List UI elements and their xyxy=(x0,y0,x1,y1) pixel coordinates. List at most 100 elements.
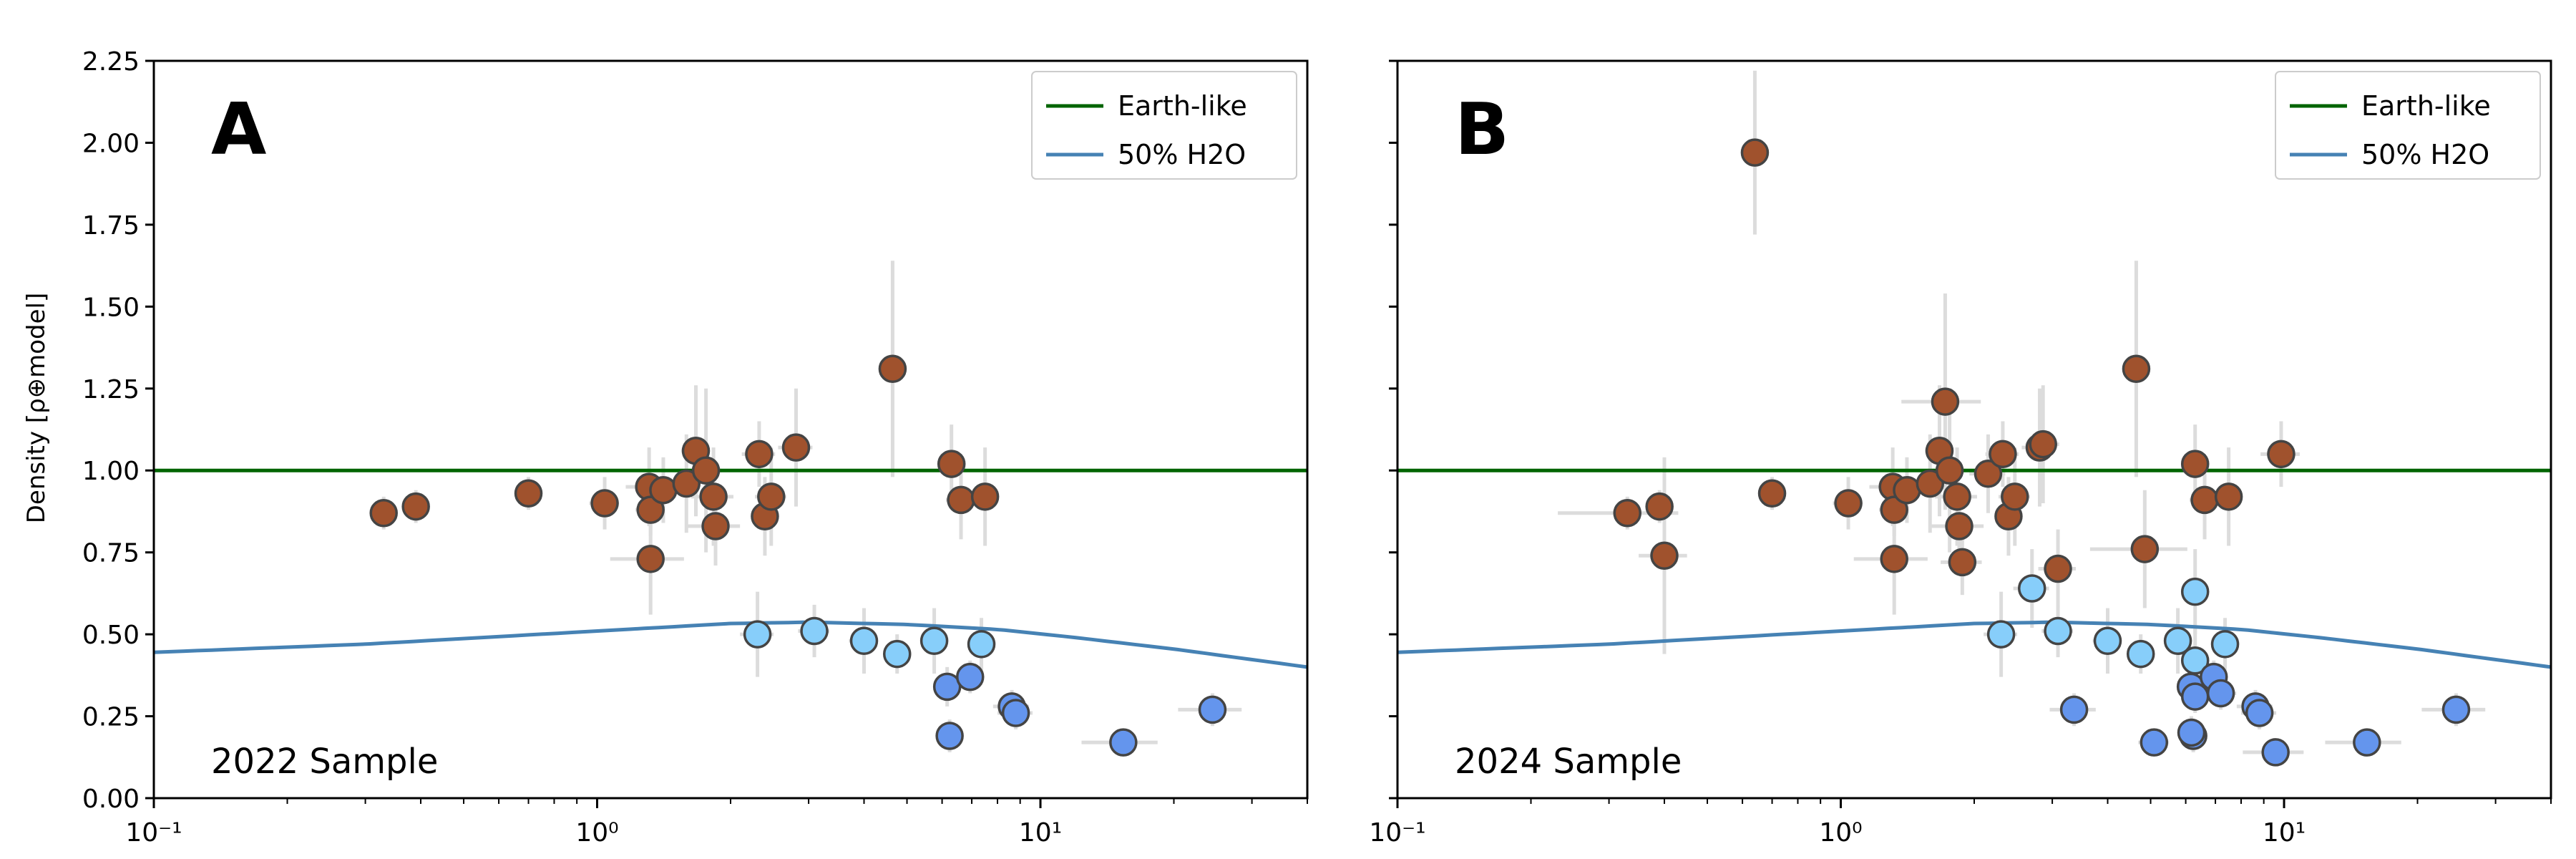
legend-box xyxy=(1031,71,1297,180)
data-point-rocky xyxy=(2130,535,2160,563)
data-point-rocky xyxy=(1757,479,1787,508)
data-point-gas-rich xyxy=(2177,718,2206,747)
data-point-water-rich xyxy=(849,626,879,656)
x-tick-label: 10⁰ xyxy=(1819,818,1862,848)
data-point-water-rich xyxy=(2093,626,2122,656)
x-tick-label: 10⁻¹ xyxy=(125,818,182,848)
data-point-rocky xyxy=(2214,482,2243,511)
data-point-water-rich xyxy=(2126,639,2155,669)
data-point-rocky xyxy=(878,354,907,384)
data-point-gas-rich xyxy=(2059,695,2089,724)
data-point-rocky xyxy=(1645,492,1674,521)
data-point-water-rich xyxy=(2044,616,2072,646)
data-point-rocky xyxy=(1834,489,1863,518)
data-point-water-rich xyxy=(800,616,829,646)
data-point-rocky xyxy=(757,482,786,511)
y-tick-label: 1.75 xyxy=(82,211,140,241)
data-point-rocky xyxy=(1931,387,1960,416)
data-point-gas-rich xyxy=(2441,695,2471,724)
data-point-rocky xyxy=(2029,430,2057,459)
data-point-rocky xyxy=(970,482,1000,511)
legend-label: 50% H2O xyxy=(2361,139,2489,170)
data-point-rocky xyxy=(699,482,728,511)
data-point-water-rich xyxy=(2180,577,2210,606)
data-point-water-rich xyxy=(2163,626,2192,656)
data-point-gas-rich xyxy=(2261,738,2290,767)
water-50-line xyxy=(1397,620,2551,669)
data-point-rocky xyxy=(2190,485,2219,515)
y-tick-label: 1.25 xyxy=(82,375,140,404)
x-tick-label: 10¹ xyxy=(2263,818,2306,848)
data-point-rocky xyxy=(636,495,665,524)
data-point-rocky xyxy=(590,489,619,518)
data-point-rocky xyxy=(1943,482,1971,511)
y-tick-label: 1.00 xyxy=(82,457,140,486)
y-tick-label: 0.25 xyxy=(82,703,140,732)
data-point-rocky xyxy=(2044,554,2072,583)
data-point-gas-rich xyxy=(955,662,985,691)
y-tick-label: 0.00 xyxy=(82,785,140,814)
legend: Earth-like 50% H2O xyxy=(1031,71,1297,180)
data-point-gas-rich xyxy=(2140,728,2169,757)
x-tick-label: 10¹ xyxy=(1019,818,1062,848)
data-point-water-rich xyxy=(967,630,996,659)
legend-label: Earth-like xyxy=(2361,90,2491,122)
data-point-water-rich xyxy=(882,639,912,669)
panel-letter: B xyxy=(1455,87,1509,171)
data-point-rocky xyxy=(1916,469,1945,498)
x-tick-label: 10⁻¹ xyxy=(1369,818,1425,848)
data-point-rocky xyxy=(514,479,543,508)
data-point-water-rich xyxy=(743,620,772,649)
data-point-rocky xyxy=(691,456,721,485)
data-point-rocky xyxy=(1948,548,1977,577)
panel-a: 0.00 0.25 0.50 0.75 1.00 1.25 1.50 1.75 2.00 2.25… xyxy=(82,47,1309,848)
panel-b: 10⁻¹ 10⁰ 10¹ B 2024 Sample Earth-like 50% H2O xyxy=(1369,59,2552,848)
data-point-rocky xyxy=(745,440,774,469)
data-point-rocky xyxy=(1740,138,1770,167)
data-point-rocky xyxy=(1974,460,2003,488)
data-point-rocky xyxy=(947,485,975,515)
plot-area xyxy=(1397,70,2551,767)
data-point-gas-rich xyxy=(1198,695,1227,724)
data-point-rocky xyxy=(369,498,398,528)
data-point-water-rich xyxy=(1986,620,2016,649)
y-tick-label: 2.25 xyxy=(82,47,140,77)
y-tick-label: 2.00 xyxy=(82,129,140,158)
data-point-rocky xyxy=(1650,541,1679,570)
sample-label: 2024 Sample xyxy=(1455,742,1682,782)
data-point-gas-rich xyxy=(2245,699,2274,727)
data-point-water-rich xyxy=(2017,574,2046,603)
data-point-rocky xyxy=(401,492,430,521)
plot-area xyxy=(154,261,1307,757)
sample-label: 2022 Sample xyxy=(211,742,438,782)
data-point-gas-rich xyxy=(2180,682,2210,711)
data-point-gas-rich xyxy=(1109,728,1138,757)
y-tick-label: 0.50 xyxy=(82,621,140,650)
data-point-rocky xyxy=(1935,456,1964,485)
data-point-rocky xyxy=(2180,450,2210,478)
data-point-rocky xyxy=(649,475,678,505)
panel-letter: A xyxy=(211,87,266,171)
x-tick-label: 10⁰ xyxy=(575,818,618,848)
data-point-rocky xyxy=(1989,440,2017,469)
data-point-rocky xyxy=(636,545,665,573)
data-point-gas-rich xyxy=(935,722,964,750)
data-point-rocky xyxy=(1880,495,1908,524)
data-point-rocky xyxy=(2267,440,2296,469)
data-point-rocky xyxy=(672,469,701,498)
data-point-rocky xyxy=(937,450,966,478)
data-point-rocky xyxy=(1613,498,1641,528)
data-point-water-rich xyxy=(919,626,949,656)
data-point-water-rich xyxy=(2210,630,2240,659)
data-point-rocky xyxy=(701,512,730,540)
y-tick-label: 0.75 xyxy=(82,539,140,568)
data-point-gas-rich xyxy=(2206,679,2235,708)
y-axis-label: Density [ρ⊕model] xyxy=(22,293,51,524)
data-point-rocky xyxy=(2001,482,2029,511)
legend-label: Earth-like xyxy=(1118,90,1247,122)
data-point-rocky xyxy=(1880,545,1908,573)
y-tick-label: 1.50 xyxy=(82,293,140,322)
data-point-rocky xyxy=(2122,354,2151,384)
legend-label: 50% H2O xyxy=(1118,139,1246,170)
